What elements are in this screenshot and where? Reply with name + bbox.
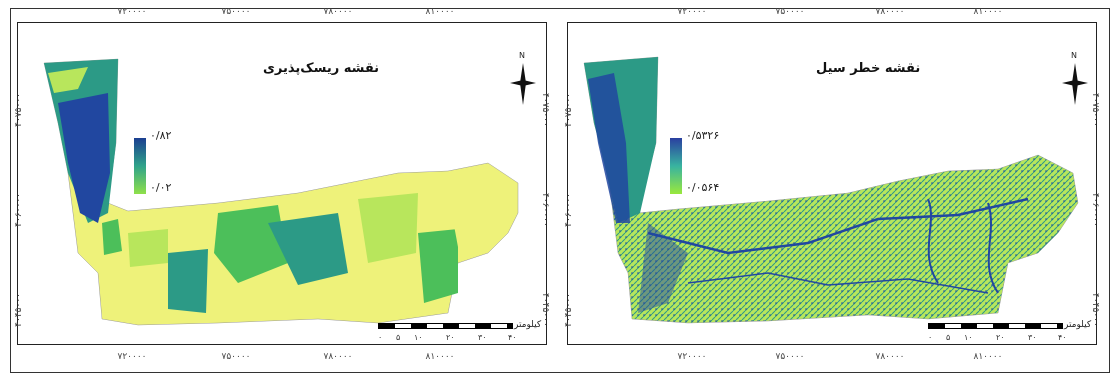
map-title: نقشه ریسک‌پذیری (263, 61, 380, 76)
x-tick: ۷۵۰۰۰۰ (221, 7, 251, 17)
x-tick: ۷۲۰۰۰۰ (117, 7, 147, 17)
scale-tick: ۴۰ (508, 333, 517, 342)
north-label: N (519, 51, 525, 60)
legend-max: ۰/۸۲ (150, 129, 172, 142)
legend-min: ۰/۰۵۶۴ (686, 181, 720, 194)
scale-unit: کیلومتر (1064, 320, 1092, 330)
x-tick: ۷۵۰۰۰۰ (221, 352, 251, 362)
x-tick: ۸۱۰۰۰۰ (425, 352, 455, 362)
scale-tick: ۳۰ (478, 333, 487, 342)
y-tick: ۴۰۶۰۰۰۰ (1090, 193, 1100, 227)
flood-hazard-map-panel: ۷۲۰۰۰۰ ۷۵۰۰۰۰ ۷۸۰۰۰۰ ۸۱۰۰۰۰ ۷۲۰۰۰۰ ۷۵۰۰۰… (564, 7, 1100, 362)
risk-map-panel: ۷۲۰۰۰۰ ۷۵۰۰۰۰ ۷۸۰۰۰۰ ۸۱۰۰۰۰ ۷۲۰۰۰۰ ۷۵۰۰۰… (14, 7, 550, 362)
x-tick: ۸۱۰۰۰۰ (425, 7, 455, 17)
north-arrow-icon (1062, 63, 1088, 105)
x-tick: ۷۸۰۰۰۰ (875, 7, 905, 17)
scale-tick: ۵ (396, 333, 401, 342)
flood-hazard-map (583, 56, 1079, 324)
x-tick: ۷۲۰۰۰۰ (677, 352, 707, 362)
y-tick: ۴۰۶۰۰۰۰ (564, 193, 574, 227)
y-tick: ۴۰۶۰۰۰۰ (540, 193, 550, 227)
map-title: نقشه خطر سیل (816, 61, 921, 76)
scale-unit: کیلومتر (514, 320, 542, 330)
legend-gradient (670, 138, 682, 194)
scale-tick: ۴۰ (1058, 333, 1067, 342)
scale-tick: ۲۰ (996, 333, 1005, 342)
scale-bar (378, 323, 513, 333)
x-tick: ۷۵۰۰۰۰ (775, 7, 805, 17)
x-tick: ۷۵۰۰۰۰ (775, 352, 805, 362)
figure-frame (10, 8, 1110, 373)
x-tick: ۷۸۰۰۰۰ (323, 7, 353, 17)
risk-map (43, 58, 519, 326)
scale-tick: ۵ (946, 333, 951, 342)
legend-gradient (134, 138, 146, 194)
scale-tick: ۱۰ (964, 333, 973, 342)
x-tick: ۷۸۰۰۰۰ (323, 352, 353, 362)
y-tick: ۴۰۷۵۰۰۰ (1090, 93, 1100, 127)
y-tick: ۴۰۴۵۰۰۰ (1090, 293, 1100, 327)
x-tick: ۷۲۰۰۰۰ (117, 352, 147, 362)
scale-tick: ۳۰ (1028, 333, 1037, 342)
y-tick: ۴۰۴۵۰۰۰ (564, 293, 574, 327)
north-arrow-icon (510, 63, 536, 105)
legend-min: ۰/۰۲ (150, 181, 172, 194)
y-tick: ۴۰۴۵۰۰۰ (540, 293, 550, 327)
scale-tick: ۱۰ (414, 333, 423, 342)
x-tick: ۸۱۰۰۰۰ (973, 352, 1003, 362)
y-tick: ۴۰۷۵۰۰۰ (564, 93, 574, 127)
x-tick: ۷۸۰۰۰۰ (875, 352, 905, 362)
y-tick: ۴۰۶۰۰۰۰ (14, 193, 24, 227)
y-tick: ۴۰۷۵۰۰۰ (540, 93, 550, 127)
scale-tick: ۲۰ (446, 333, 455, 342)
scale-tick: ۰ (378, 333, 383, 342)
x-tick: ۸۱۰۰۰۰ (973, 7, 1003, 17)
x-tick: ۷۲۰۰۰۰ (677, 7, 707, 17)
y-tick: ۴۰۴۵۰۰۰ (14, 293, 24, 327)
y-tick: ۴۰۷۵۰۰۰ (14, 93, 24, 127)
scale-bar (928, 323, 1063, 333)
north-label: N (1071, 51, 1077, 60)
legend-max: ۰/۵۳۲۶ (686, 129, 720, 142)
scale-tick: ۰ (928, 333, 933, 342)
